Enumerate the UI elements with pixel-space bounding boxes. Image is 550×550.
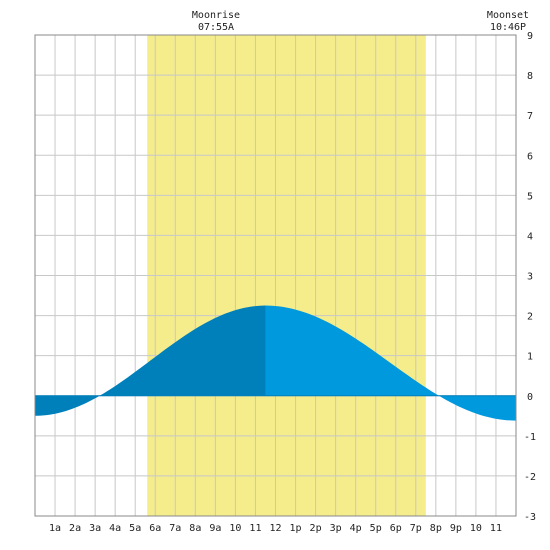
y-tick-label: 1 bbox=[527, 352, 533, 363]
tide-area-falling bbox=[265, 305, 516, 421]
x-tick-label: 2a bbox=[69, 523, 81, 534]
x-tick-label: 4a bbox=[109, 523, 121, 534]
y-tick-label: 3 bbox=[527, 272, 533, 283]
y-tick-label: 7 bbox=[527, 111, 533, 122]
x-tick-label: 6a bbox=[149, 523, 161, 534]
x-tick-label: 7p bbox=[410, 523, 422, 534]
y-tick-label: 9 bbox=[527, 31, 533, 42]
x-tick-label: 8p bbox=[430, 523, 442, 534]
moonset-time: 10:46P bbox=[490, 22, 526, 33]
y-tick-label: 2 bbox=[527, 312, 533, 323]
y-tick-label: 0 bbox=[527, 392, 533, 403]
y-tick-label: -1 bbox=[524, 432, 536, 443]
x-tick-label: 1p bbox=[290, 523, 302, 534]
x-tick-label: 10 bbox=[229, 523, 241, 534]
x-tick-label: 12 bbox=[269, 523, 281, 534]
moonrise-label: Moonrise bbox=[192, 10, 240, 21]
x-tick-label: 5a bbox=[129, 523, 141, 534]
x-tick-label: 3a bbox=[89, 523, 101, 534]
x-tick-label: 3p bbox=[330, 523, 342, 534]
x-tick-label: 10 bbox=[470, 523, 482, 534]
moonrise-time: 07:55A bbox=[198, 22, 234, 33]
x-tick-label: 9p bbox=[450, 523, 462, 534]
y-tick-label: 8 bbox=[527, 71, 533, 82]
y-tick-label: 4 bbox=[527, 231, 533, 242]
x-tick-label: 11 bbox=[490, 523, 502, 534]
x-tick-label: 6p bbox=[390, 523, 402, 534]
moonset-label: Moonset bbox=[487, 10, 529, 21]
x-tick-label: 9a bbox=[209, 523, 221, 534]
x-tick-label: 8a bbox=[189, 523, 201, 534]
y-tick-label: 5 bbox=[527, 191, 533, 202]
y-tick-label: -2 bbox=[524, 472, 536, 483]
x-tick-label: 2p bbox=[310, 523, 322, 534]
y-tick-label: 6 bbox=[527, 151, 533, 162]
plot-frame bbox=[34, 34, 517, 517]
tide-area-rising bbox=[35, 305, 266, 416]
y-tick-label: -3 bbox=[524, 512, 536, 523]
x-tick-label: 4p bbox=[350, 523, 362, 534]
x-tick-label: 5p bbox=[370, 523, 382, 534]
x-tick-label: 11 bbox=[249, 523, 261, 534]
x-tick-label: 1a bbox=[49, 523, 61, 534]
x-tick-label: 7a bbox=[169, 523, 181, 534]
